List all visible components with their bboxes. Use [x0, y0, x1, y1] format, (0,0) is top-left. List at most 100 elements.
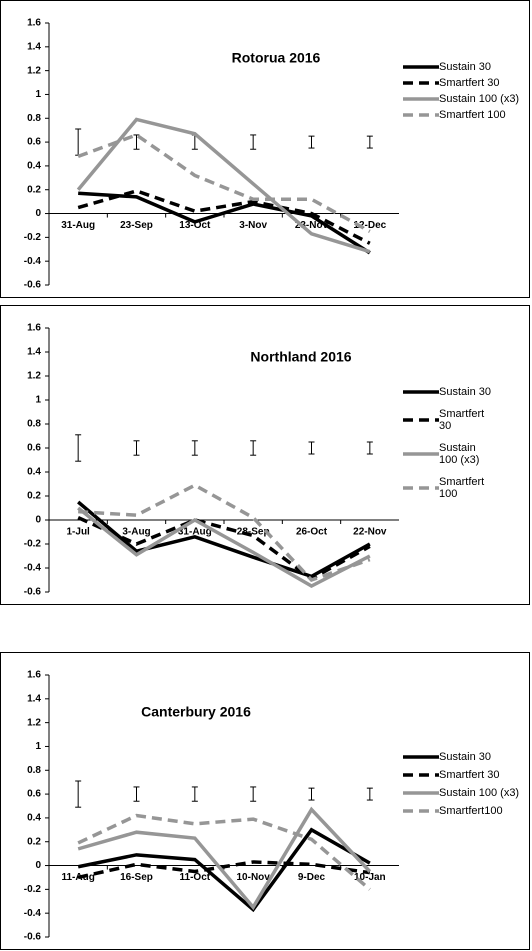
- legend-entry: Smartfert 30: [403, 408, 495, 432]
- y-tick-label: 1.4: [27, 41, 41, 52]
- legend-entry: Smartfert 100: [403, 109, 532, 121]
- y-tick-label: -0.2: [24, 539, 42, 550]
- legend-entry: Sustain 30: [403, 386, 495, 398]
- legend: Sustain 30 Smartfert 30 Sustain 100 (x3) Sm…: [403, 751, 532, 823]
- chart-title: Canterbury 2016: [141, 704, 251, 720]
- y-tick-label: 0.8: [27, 419, 41, 430]
- y-tick-label: -0.6: [24, 932, 42, 943]
- y-tick-label: 0.4: [27, 161, 41, 172]
- legend-swatch: [403, 773, 439, 777]
- x-tick-label: 3-Nov: [239, 220, 267, 231]
- legend: Sustain 30 Smartfert 30 Sustain 100 (x3) Sm…: [403, 61, 532, 125]
- chart-panel: -0.6 -0.4 -0.2 0 0.2 0.4 0.6 0.8 1 1.2 1.4 1.6 31-Au…: [0, 0, 530, 298]
- error-bar: [308, 441, 315, 455]
- y-tick-label: 0.6: [27, 137, 41, 148]
- y-tick-label: -0.4: [24, 563, 42, 574]
- legend-swatch: [403, 755, 439, 759]
- y-tick-label: 1.6: [27, 323, 41, 334]
- legend-label: Sustain 100 (x3): [439, 442, 480, 466]
- y-tick-label: 1: [35, 89, 41, 100]
- x-tick-label: 22-Nov: [353, 527, 387, 538]
- x-tick-label: 3-Aug: [122, 527, 150, 538]
- legend-entry: Smartfert 30: [403, 769, 532, 781]
- x-tick-label: 23-Nov: [295, 220, 329, 231]
- x-tick-label: 13-Oct: [179, 220, 211, 231]
- legend-entry: Smartfert 100: [403, 476, 495, 500]
- legend-label: Sustain 30: [439, 61, 491, 73]
- x-tick-label: 26-Oct: [296, 527, 328, 538]
- y-tick-label: -0.4: [24, 908, 42, 919]
- legend-label: Sustain 100 (x3): [439, 787, 520, 799]
- legend-entry: Sustain 100 (x3): [403, 93, 532, 105]
- legend-swatch: [403, 113, 439, 117]
- x-tick-label: 1-Jul: [66, 527, 90, 538]
- legend-entry: Sustain 100 (x3): [403, 787, 532, 799]
- legend: Sustain 30 Smartfert 30 Sustain 100 (x3) Sm…: [403, 386, 495, 510]
- chart-title: Northland 2016: [250, 349, 351, 365]
- x-tick-label: 9-Dec: [298, 872, 326, 883]
- error-bar: [250, 786, 257, 802]
- y-tick-label: 0.8: [27, 765, 41, 776]
- legend-label: Smartfert 30: [439, 408, 485, 432]
- y-tick-label: -0.4: [24, 256, 42, 267]
- legend-entry: Smartfert 30: [403, 77, 532, 89]
- error-bar: [133, 440, 140, 456]
- series-line: [77, 813, 371, 891]
- y-tick-label: 1.2: [27, 371, 41, 382]
- chart-title: Rotorua 2016: [232, 50, 321, 66]
- error-bar: [75, 780, 82, 808]
- chart: -0.6 -0.4 -0.2 0 0.2 0.4 0.6 0.8 1 1.2 1.4 1.6 1-Jul…: [24, 323, 399, 598]
- x-tick-label: 31-Aug: [61, 220, 95, 231]
- y-tick-label: 0.2: [27, 836, 41, 847]
- series-line: [77, 500, 371, 579]
- series-line: [78, 483, 371, 583]
- y-tick-label: 1.4: [27, 693, 41, 704]
- y-tick-label: 0.8: [27, 113, 41, 124]
- chart-panel: -0.6 -0.4 -0.2 0 0.2 0.4 0.6 0.8 1 1.2 1.4 1.6 11-Au…: [0, 652, 530, 950]
- y-tick-label: 1.6: [27, 18, 41, 29]
- chart-panel: -0.6 -0.4 -0.2 0 0.2 0.4 0.6 0.8 1 1.2 1.4 1.6 1-Jul…: [0, 305, 530, 605]
- legend-label: Sustain 100 (x3): [439, 93, 520, 105]
- error-bar: [133, 134, 140, 150]
- chart: -0.6 -0.4 -0.2 0 0.2 0.4 0.6 0.8 1 1.2 1.4 1.6 11-Au…: [24, 670, 399, 943]
- legend-label: Smartfert 30: [439, 77, 500, 89]
- error-bar: [75, 128, 82, 156]
- legend-label: Sustain 30: [439, 386, 491, 398]
- legend-label: Smartfert100: [439, 805, 503, 817]
- x-tick-label: 12-Dec: [353, 220, 386, 231]
- x-tick-label: 11-Aug: [61, 872, 94, 883]
- legend-label: Smartfert 30: [439, 769, 500, 781]
- y-tick-label: 0: [35, 860, 41, 871]
- error-bar: [366, 135, 373, 149]
- error-bar: [250, 134, 257, 150]
- y-tick-label: 1.6: [27, 670, 41, 681]
- y-tick-label: 0: [35, 208, 41, 219]
- x-tick-label: 10-Nov: [236, 872, 270, 883]
- y-tick-label: -0.2: [24, 232, 42, 243]
- legend-label: Smartfert 100: [439, 476, 485, 500]
- y-tick-label: 0: [35, 515, 41, 526]
- y-tick-label: -0.6: [24, 280, 42, 291]
- x-tick-label: 10-Jan: [354, 872, 386, 883]
- y-tick-label: 0.6: [27, 789, 41, 800]
- legend-entry: Sustain 30: [403, 61, 532, 73]
- error-bar: [366, 441, 373, 455]
- series-line: [77, 189, 371, 245]
- x-tick-label: 23-Sep: [120, 220, 153, 231]
- legend-entry: Smartfert100: [403, 805, 532, 817]
- legend-entry: Sustain 30: [403, 751, 532, 763]
- error-bar: [308, 135, 315, 149]
- legend-entry: Sustain 100 (x3): [403, 442, 495, 466]
- error-bar: [308, 787, 315, 801]
- y-tick-label: -0.6: [24, 587, 42, 598]
- error-bar: [366, 787, 373, 801]
- legend-swatch: [403, 486, 439, 490]
- x-tick-label: 28-Sep: [237, 527, 270, 538]
- legend-swatch: [403, 81, 439, 85]
- series-line: [77, 827, 371, 913]
- legend-label: Smartfert 100: [439, 109, 506, 121]
- legend-swatch: [403, 390, 439, 394]
- y-tick-label: 0.4: [27, 467, 41, 478]
- chart: -0.6 -0.4 -0.2 0 0.2 0.4 0.6 0.8 1 1.2 1.4 1.6 31-Au…: [24, 18, 399, 291]
- error-bar: [75, 434, 82, 462]
